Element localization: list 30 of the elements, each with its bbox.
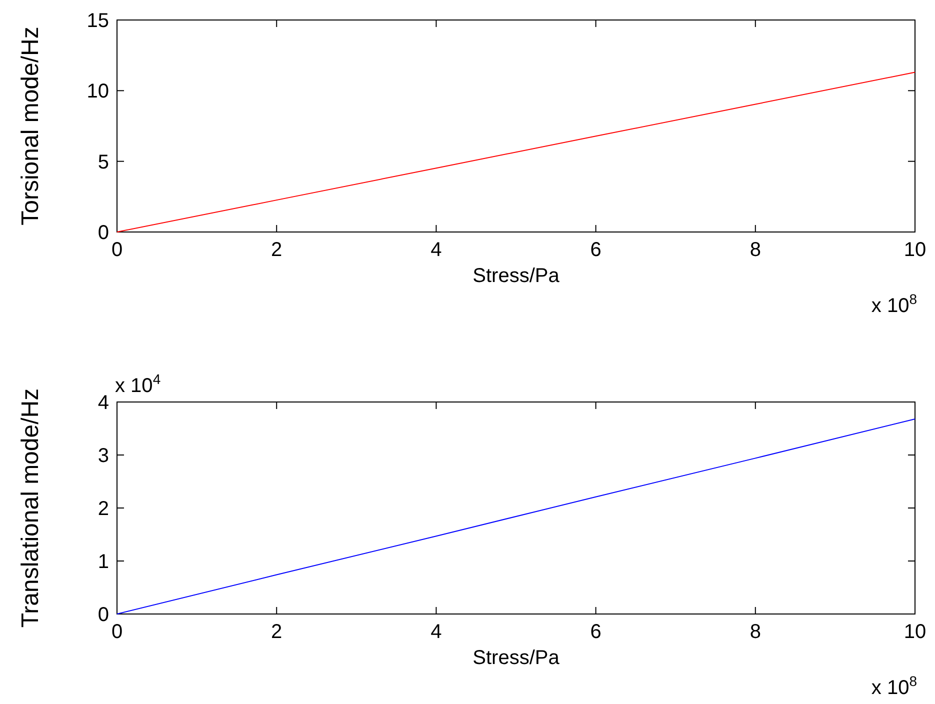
x-tick-label: 8 [750, 621, 761, 643]
text: x 10$^{4}$ [115, 371, 161, 397]
y-tick-label: 4 [98, 392, 109, 414]
x-tick-label: 10 [904, 239, 926, 261]
y-tick-label: 5 [98, 151, 109, 174]
y-tick-label: 3 [98, 445, 109, 467]
text: x 10$^{8}$ [871, 291, 918, 317]
x-tick-label: 2 [271, 621, 282, 643]
y-tick-label: 10 [86, 80, 109, 103]
y-tick-label: 0 [98, 222, 109, 244]
x-tick-label: 10 [904, 621, 926, 643]
y-tick-label: 1 [98, 551, 109, 573]
x-tick-label: 6 [590, 621, 602, 643]
x-tick-label: 0 [111, 239, 123, 261]
x-tick-label: 4 [430, 239, 442, 261]
x-axis-title: Stress/Pa [472, 265, 560, 287]
text: x 10$^{8}$ [871, 673, 918, 699]
y-axis-title: Translational mode/Hz [17, 388, 44, 628]
y-tick-label: 15 [86, 10, 109, 32]
line-series [116, 72, 916, 232]
x-tick-label: 6 [590, 239, 602, 261]
x-axis-title: Stress/Pa [472, 647, 560, 669]
x-tick-label: 8 [750, 239, 761, 261]
y-tick-label: 2 [98, 498, 109, 520]
x-tick-label: 2 [271, 239, 282, 261]
y-axis-title: Torsional mode/Hz [17, 26, 44, 226]
line-series [116, 418, 916, 614]
x-tick-label: 4 [430, 621, 442, 643]
x-tick-label: 0 [111, 621, 123, 643]
y-tick-label: 0 [98, 604, 109, 626]
